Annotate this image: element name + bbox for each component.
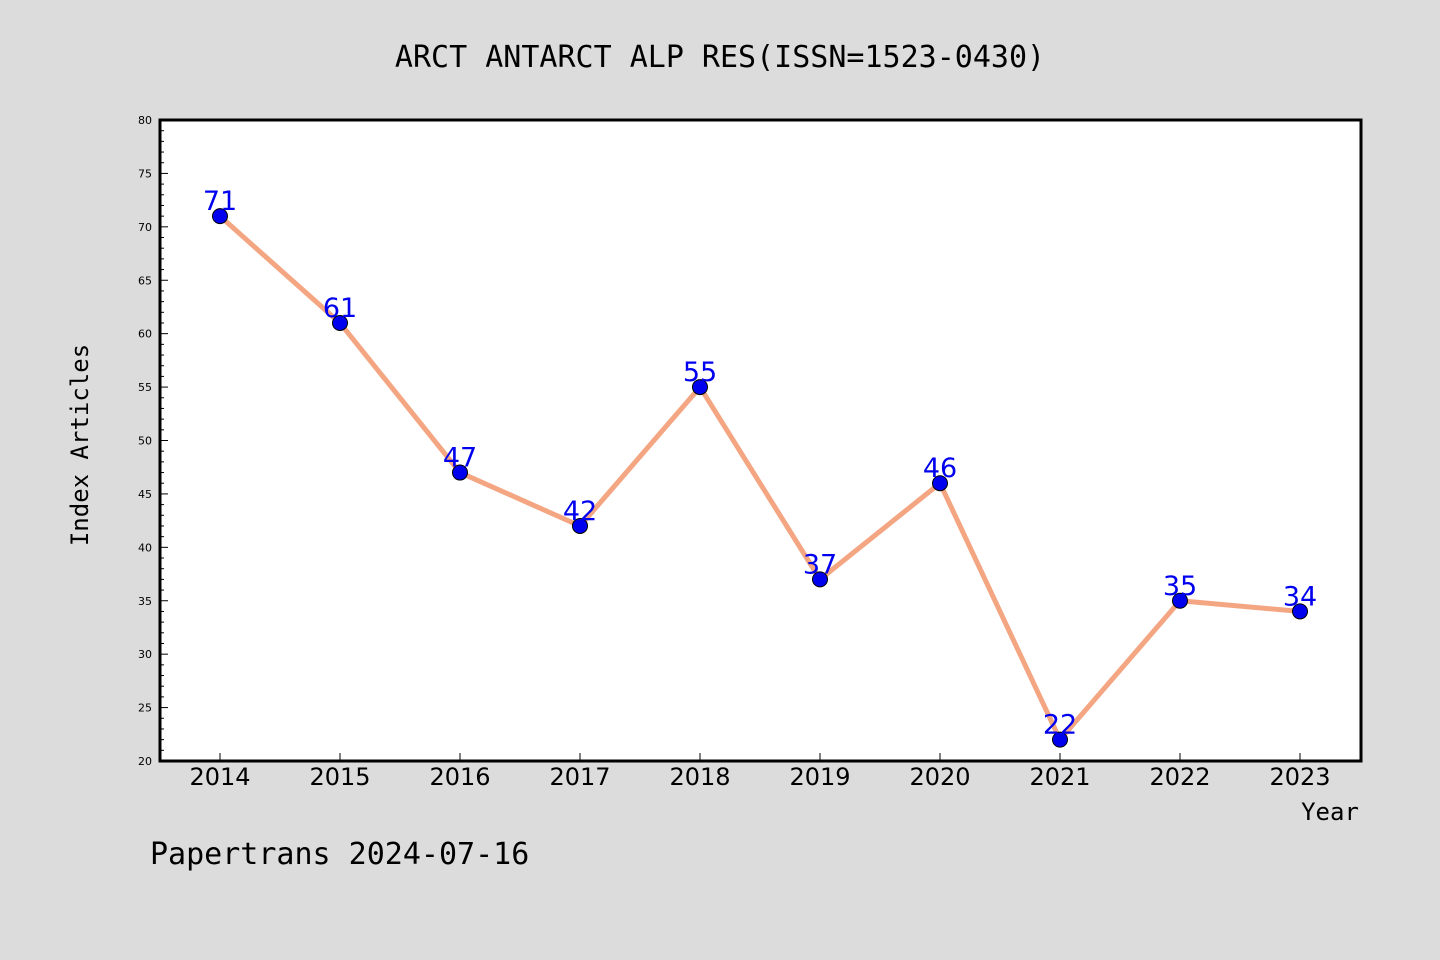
x-tick-label: 2022 xyxy=(1149,763,1210,791)
x-tick-label: 2019 xyxy=(789,763,850,791)
y-tick-label: 65 xyxy=(138,274,152,287)
data-point xyxy=(1172,592,1188,609)
data-point xyxy=(812,571,828,588)
y-tick-label: 70 xyxy=(138,221,152,234)
y-tick-label: 25 xyxy=(138,702,152,715)
y-tick-label: 60 xyxy=(138,328,152,341)
y-tick-label: 45 xyxy=(138,488,152,501)
data-label: 42 xyxy=(563,496,597,527)
data-point xyxy=(932,475,948,492)
y-tick-label: 55 xyxy=(138,381,152,394)
y-tick-label: 30 xyxy=(138,648,152,661)
x-tick-label: 2015 xyxy=(309,763,370,791)
x-axis-label: Year xyxy=(1301,798,1359,826)
data-point xyxy=(1052,731,1068,748)
x-tick-label: 2017 xyxy=(549,763,610,791)
x-tick-label: 2021 xyxy=(1029,763,1090,791)
x-tick-label: 2016 xyxy=(429,763,490,791)
data-label: 35 xyxy=(1163,571,1197,602)
y-tick-label: 75 xyxy=(138,167,152,180)
y-tick-label: 20 xyxy=(138,755,152,768)
data-label: 47 xyxy=(443,443,477,474)
data-label: 37 xyxy=(803,549,837,580)
y-tick-label: 80 xyxy=(138,114,152,127)
y-tick-label: 50 xyxy=(138,435,152,448)
data-point xyxy=(332,314,348,331)
data-point xyxy=(572,517,588,534)
x-tick-label: 2023 xyxy=(1269,763,1330,791)
axis-ticks: 20 25 30 35 40 45 50 55 60 65 70 75 80 2014 2015 2016 20… xyxy=(138,114,1331,791)
data-label: 34 xyxy=(1283,581,1317,612)
data-label: 61 xyxy=(323,293,357,324)
data-series: 71 61 47 42 55 37 46 22 35 34 xyxy=(203,186,1317,748)
data-label: 71 xyxy=(203,186,237,217)
plot-frame xyxy=(158,118,1363,763)
x-tick-label: 2020 xyxy=(909,763,970,791)
x-tick-label: 2018 xyxy=(669,763,730,791)
data-point xyxy=(212,208,228,225)
x-tick-label: 2014 xyxy=(189,763,250,791)
data-point xyxy=(452,464,468,481)
data-label: 22 xyxy=(1043,710,1077,741)
y-axis-label: Index Articles xyxy=(66,344,94,546)
footer-stamp: Papertrans 2024-07-16 xyxy=(150,837,529,872)
data-point xyxy=(692,379,708,396)
data-label: 55 xyxy=(683,357,717,388)
data-label: 46 xyxy=(923,453,957,484)
series-line xyxy=(217,213,1303,743)
y-tick-label: 35 xyxy=(138,595,152,608)
chart-title: ARCT ANTARCT ALP RES(ISSN=1523-0430) xyxy=(395,40,1045,75)
plot-area xyxy=(160,120,1361,761)
data-point xyxy=(1292,603,1308,620)
y-tick-label: 40 xyxy=(138,541,152,554)
